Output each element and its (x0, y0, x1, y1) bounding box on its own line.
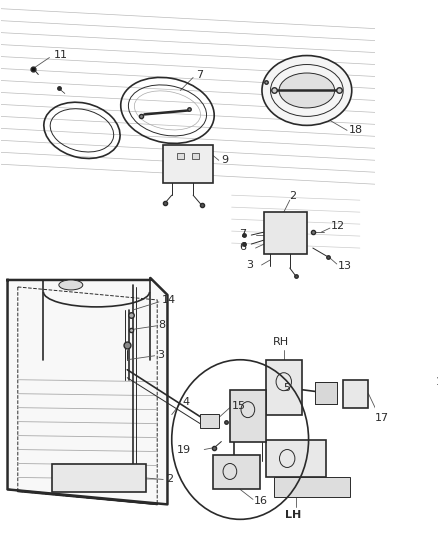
Polygon shape (7, 278, 167, 504)
Text: 5: 5 (283, 383, 290, 393)
Bar (200, 414, 219, 427)
Bar (266, 440, 326, 478)
Text: 7: 7 (196, 69, 203, 79)
Text: 2: 2 (166, 474, 173, 484)
Bar (274, 478, 350, 497)
Bar (266, 360, 302, 415)
Text: LH: LH (285, 511, 301, 520)
Text: 2: 2 (289, 191, 296, 201)
Ellipse shape (262, 55, 352, 125)
Text: 8: 8 (158, 320, 165, 330)
Bar (230, 390, 266, 441)
Text: 3: 3 (246, 260, 253, 270)
Text: 16: 16 (254, 496, 268, 506)
Text: 6: 6 (239, 242, 246, 252)
Ellipse shape (279, 73, 335, 108)
Text: 14: 14 (162, 295, 176, 305)
Text: 17: 17 (375, 413, 389, 423)
Text: 13: 13 (338, 261, 352, 271)
Bar (315, 382, 337, 403)
FancyBboxPatch shape (163, 146, 213, 183)
Text: 7: 7 (239, 229, 246, 239)
Bar (343, 379, 368, 408)
Ellipse shape (59, 280, 83, 290)
Text: 15: 15 (232, 401, 246, 410)
Bar (394, 378, 421, 406)
Text: 9: 9 (221, 155, 229, 165)
Bar (264, 212, 307, 254)
Text: 19: 19 (177, 445, 191, 455)
Text: RH: RH (272, 337, 289, 347)
Text: 3: 3 (157, 350, 164, 360)
Bar (52, 464, 146, 492)
Text: 4: 4 (183, 397, 190, 407)
Bar (192, 154, 199, 159)
Text: 18: 18 (349, 125, 363, 135)
Text: 11: 11 (54, 50, 68, 60)
Bar (177, 154, 184, 159)
Bar (213, 455, 260, 489)
Text: 1: 1 (436, 377, 438, 387)
Text: 12: 12 (331, 221, 345, 231)
